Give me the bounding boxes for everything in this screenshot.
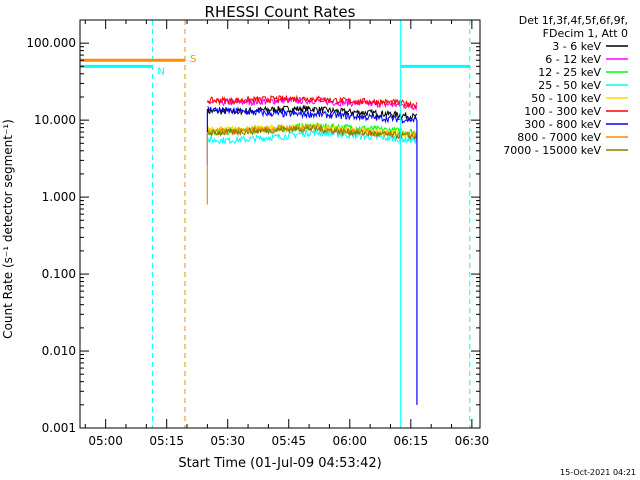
legend-header-line: Det 1f,3f,4f,5f,6f,9f, [519,14,628,27]
y-axis-label: Count Rate (s⁻¹ detector segment⁻¹) [1,119,15,339]
legend-entry-label: 3 - 6 keV [552,40,601,53]
interval-label-s: S [190,54,196,65]
legend-entry-label: 50 - 100 keV [531,92,601,105]
legend-entry-label: 7000 - 15000 keV [503,144,601,157]
series-line-300-800-kev [207,106,418,124]
x-tick-label: 06:00 [332,434,367,448]
x-axis-label: Start Time (01-Jul-09 04:53:42) [178,456,381,471]
legend-entry-label: 25 - 50 keV [538,79,601,92]
series-line-7000-15000-kev [207,124,418,141]
interval-label-n: N [157,66,164,77]
x-tick-label: 05:00 [88,434,123,448]
legend-entry-label: 800 - 7000 keV [517,131,601,144]
legend-entry-label: 6 - 12 keV [545,53,601,66]
data-layer [206,94,418,405]
x-tick-label: 06:30 [455,434,490,448]
chart-title: RHESSI Count Rates [205,3,356,21]
y-tick-label: 0.100 [42,267,76,281]
y-tick-label: 10.000 [34,113,76,127]
axes: 0.001 0.010 0.100 1.000 10.000 100.000 05:00 05… [26,19,490,448]
y-tick-label: 1.000 [42,190,76,204]
y-tick-label: 100.000 [26,36,76,50]
legend-entry-label: 100 - 300 keV [524,105,601,118]
plot-frame [79,19,481,429]
legend-entry-label: 300 - 800 keV [524,118,601,131]
x-tick-label: 05:15 [149,434,184,448]
series-line-100-300-kev [206,94,418,110]
y-tick-label: 0.001 [42,421,76,435]
series-line-25-50-kev [206,127,418,145]
legend-entry-label: 12 - 25 keV [538,66,601,79]
footer-timestamp: 15-Oct-2021 04:21 [560,468,636,477]
x-tick-label: 05:30 [210,434,245,448]
interval-markers: NS [79,20,471,428]
x-tick-label: 05:45 [271,434,306,448]
legend: Det 1f,3f,4f,5f,6f,9f,FDecim 1, Att 03 -… [503,14,628,157]
series-line-3-6-kev [206,104,418,121]
legend-header-line: FDecim 1, Att 0 [543,27,628,40]
y-tick-label: 0.010 [42,344,76,358]
x-tick-label: 06:15 [394,434,429,448]
